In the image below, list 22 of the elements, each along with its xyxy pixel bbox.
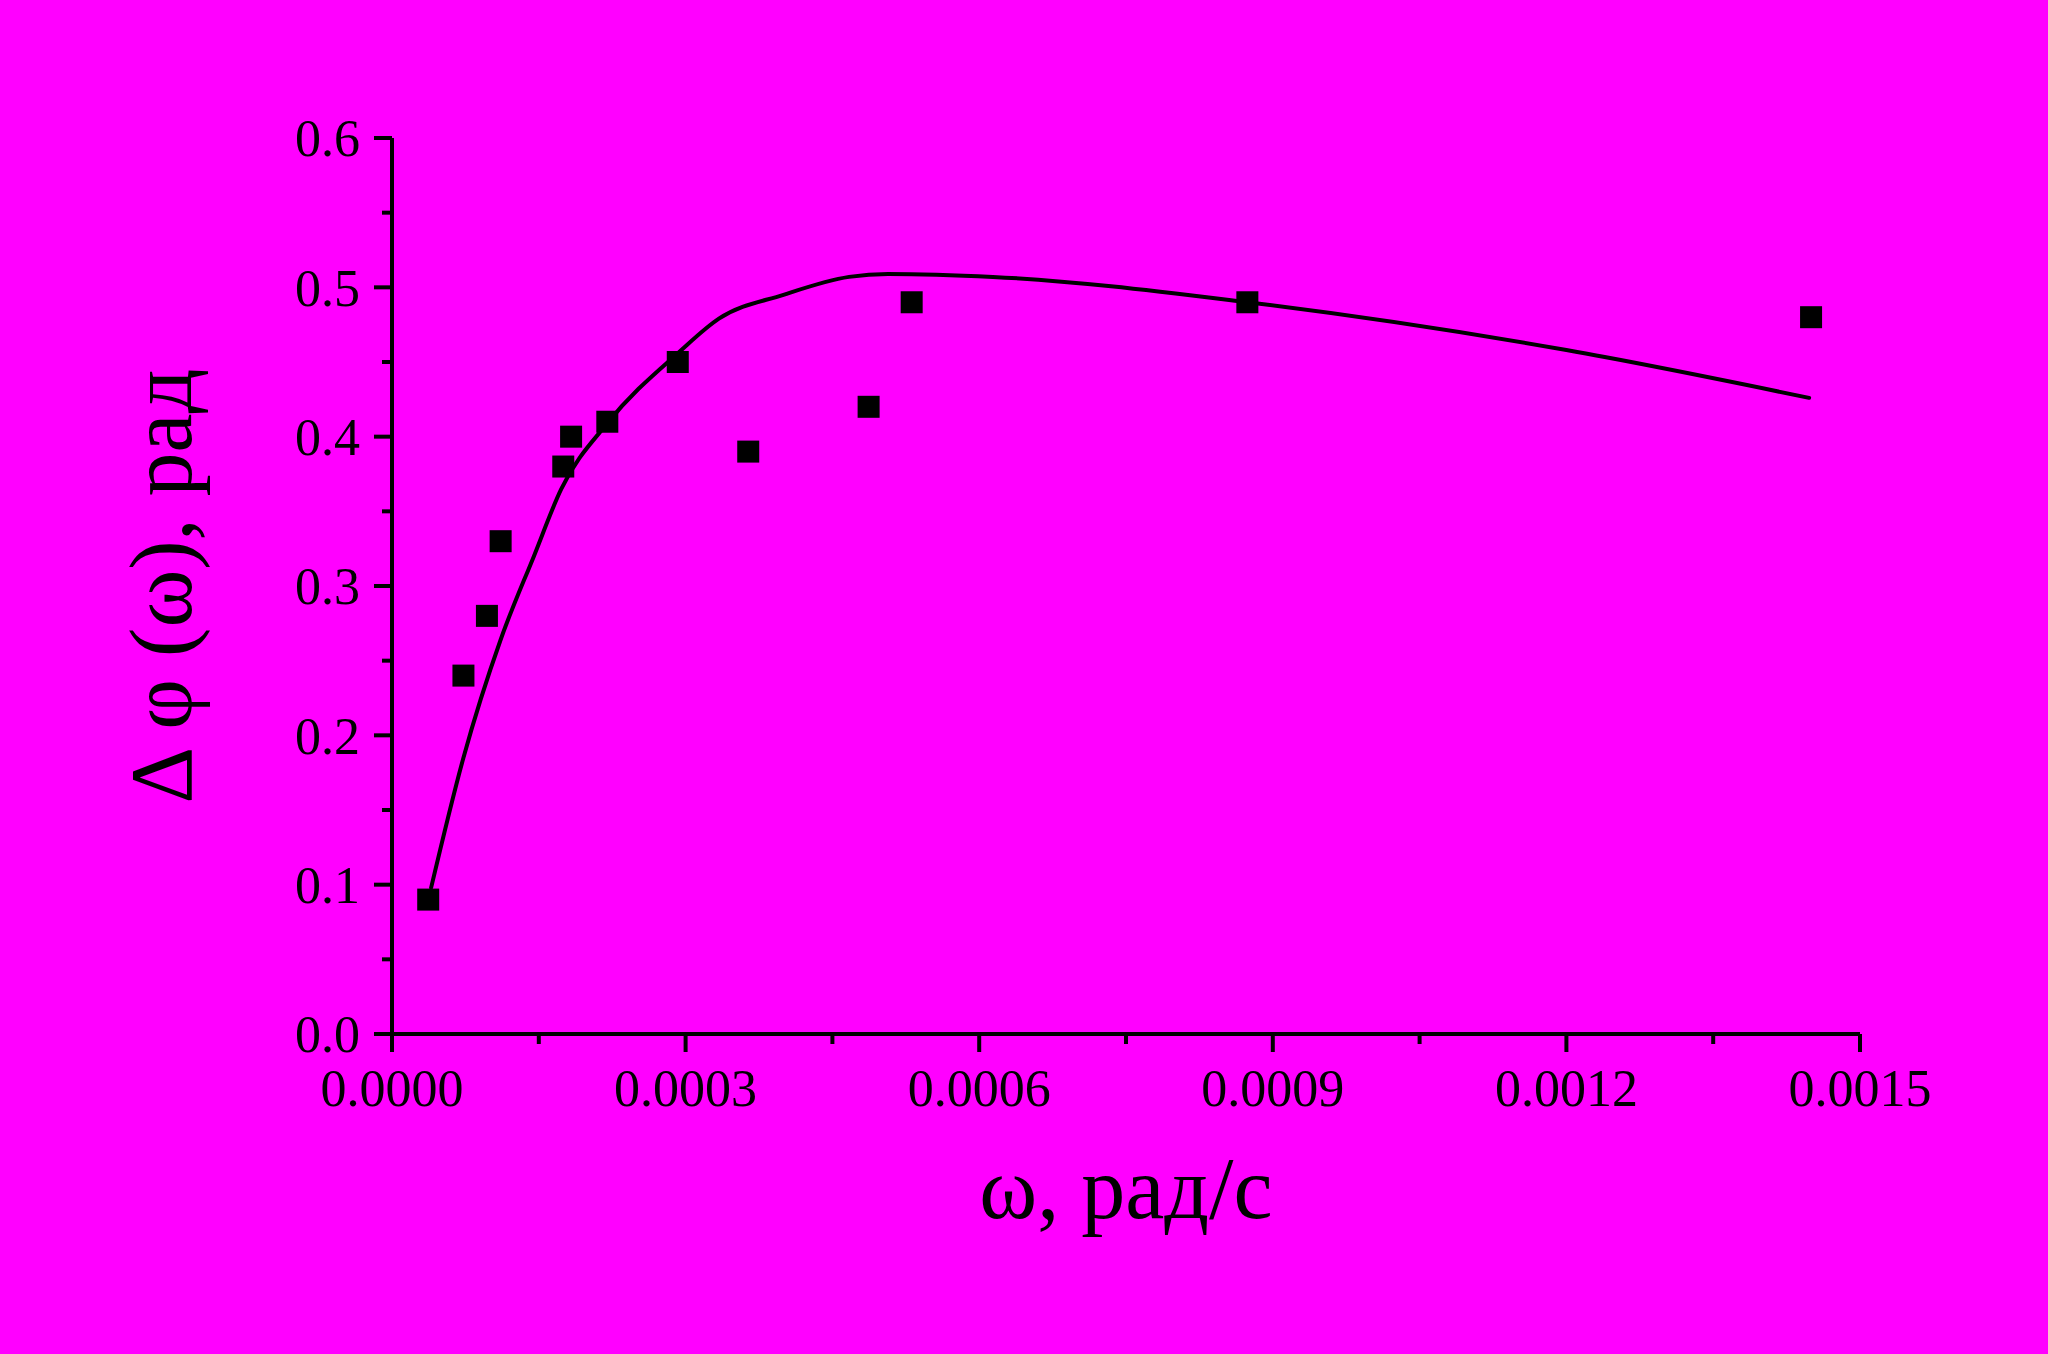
y-tick-label: 0.5 xyxy=(295,259,360,317)
x-tick-label: 0.0015 xyxy=(1788,1060,1932,1117)
point xyxy=(560,425,583,448)
y-tick-label: 0.3 xyxy=(295,558,360,616)
point xyxy=(1800,306,1823,329)
point xyxy=(857,395,880,418)
y-tick-label: 0.1 xyxy=(295,856,360,914)
point xyxy=(489,530,512,553)
y-tick-label: 0.2 xyxy=(295,707,360,765)
point xyxy=(900,291,923,314)
x-tick-label: 0.0003 xyxy=(614,1060,758,1117)
y-tick-label: 0.4 xyxy=(295,408,360,466)
x-tick-label: 0.0012 xyxy=(1494,1060,1638,1117)
point xyxy=(475,604,498,627)
x-tick-label: 0.0009 xyxy=(1201,1060,1345,1117)
y-axis-title: Δ φ (ω), рад xyxy=(112,368,210,804)
y-tick-label: 0.6 xyxy=(295,110,360,168)
point xyxy=(452,664,475,687)
x-axis-title: ω, рад/с xyxy=(979,1140,1273,1237)
point xyxy=(737,440,760,463)
x-tick-label: 0.0006 xyxy=(907,1060,1051,1117)
point xyxy=(417,888,440,911)
